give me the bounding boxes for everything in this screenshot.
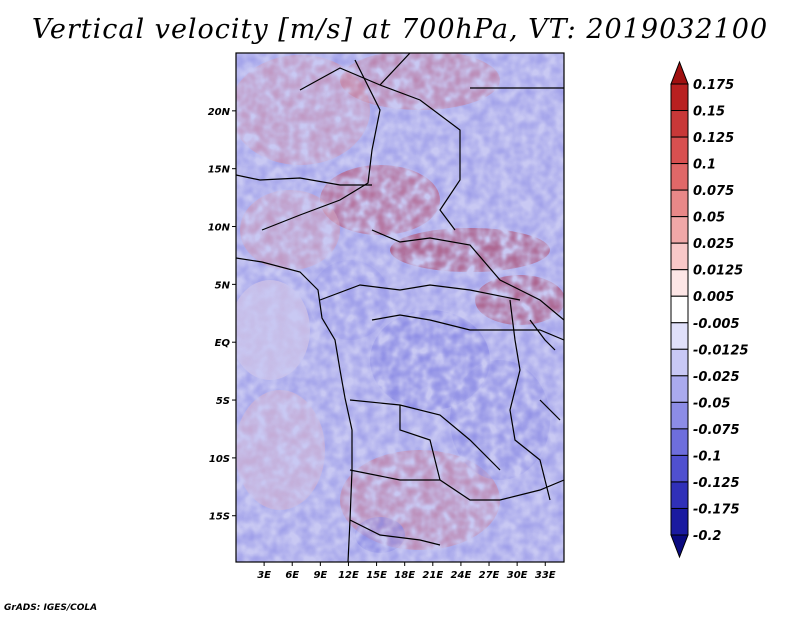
- colorbar-label: -0.075: [693, 423, 740, 438]
- lat-tick-label: 20N: [208, 107, 231, 118]
- lat-tick-label: 10S: [209, 454, 230, 465]
- colorbar-box: [670, 83, 689, 112]
- colorbar-box: [670, 322, 689, 350]
- colorbar-box: [670, 269, 689, 297]
- colorbar-box: [670, 454, 689, 483]
- colorbar-label: 0.175: [693, 78, 734, 93]
- colorbar-box: [670, 375, 689, 403]
- colorbar-box: [670, 216, 689, 244]
- lon-tick-label: 15E: [366, 570, 387, 581]
- longitude-axis: 3E 6E 9E 12E 15E 18E 21E 24E 27E 30E 33E: [257, 562, 556, 581]
- lon-tick-label: 33E: [535, 570, 556, 581]
- colorbar-label: 0.15: [693, 105, 725, 120]
- colorbar-label: -0.005: [693, 317, 740, 332]
- lon-tick-label: 3E: [257, 570, 271, 581]
- colorbar-box: [670, 507, 689, 536]
- lon-tick-label: 21E: [422, 570, 443, 581]
- colorbar-box: [670, 163, 689, 191]
- colorbar-label: 0.0125: [693, 264, 743, 279]
- colorbar-top-arrow: [670, 60, 689, 85]
- colorbar-label: 0.125: [693, 131, 734, 146]
- colorbar-label: -0.1: [693, 449, 721, 464]
- lon-tick-label: 9E: [313, 570, 327, 581]
- lon-tick-label: 6E: [285, 570, 299, 581]
- velocity-field: [236, 53, 564, 562]
- colorbar-box: [670, 401, 689, 430]
- latitude-axis: 20N 15N 10N 5N EQ 5S 10S 15S: [208, 107, 236, 523]
- colorbar-label: -0.175: [693, 502, 740, 517]
- lat-tick-label: EQ: [215, 338, 231, 349]
- colorbar: 0.175 0.15 0.125 0.1 0.075 0.05 0.025 0.0125 0.0…: [670, 60, 749, 559]
- colorbar-box: [670, 481, 689, 509]
- colorbar-box: [670, 295, 689, 324]
- lat-tick-label: 5S: [216, 396, 230, 407]
- colorbar-label: 0.025: [693, 237, 734, 252]
- lon-tick-label: 18E: [394, 570, 415, 581]
- colorbar-label: 0.075: [693, 184, 734, 199]
- lat-tick-label: 15S: [209, 512, 230, 523]
- plot-frame: [235, 52, 565, 563]
- lat-tick-label: 10N: [208, 223, 231, 234]
- country-borders: [236, 53, 564, 562]
- lon-tick-label: 27E: [479, 570, 500, 581]
- colorbar-label: 0.1: [693, 158, 716, 173]
- colorbar-box: [670, 242, 689, 271]
- credit-text: GrADS: IGES/COLA: [4, 603, 98, 613]
- colorbar-label: -0.2: [693, 529, 721, 544]
- lon-tick-label: 12E: [338, 570, 359, 581]
- colorbar-label: -0.0125: [693, 343, 749, 358]
- colorbar-label: 0.05: [693, 211, 725, 226]
- lon-tick-label: 30E: [507, 570, 528, 581]
- colorbar-label: -0.05: [693, 396, 730, 411]
- colorbar-box: [670, 110, 689, 138]
- colorbar-bottom-arrow: [670, 534, 689, 559]
- colorbar-label: -0.025: [693, 370, 740, 385]
- colorbar-box: [670, 189, 689, 218]
- map-title: Vertical velocity [m/s] at 700hPa, VT: 2…: [31, 14, 769, 45]
- lat-tick-label: 5N: [215, 280, 231, 291]
- colorbar-box: [670, 348, 689, 377]
- colorbar-label: -0.125: [693, 476, 740, 491]
- colorbar-label: 0.005: [693, 290, 734, 305]
- lon-tick-label: 24E: [451, 570, 472, 581]
- lat-tick-label: 15N: [208, 165, 231, 176]
- colorbar-box: [670, 428, 689, 456]
- colorbar-box: [670, 136, 689, 165]
